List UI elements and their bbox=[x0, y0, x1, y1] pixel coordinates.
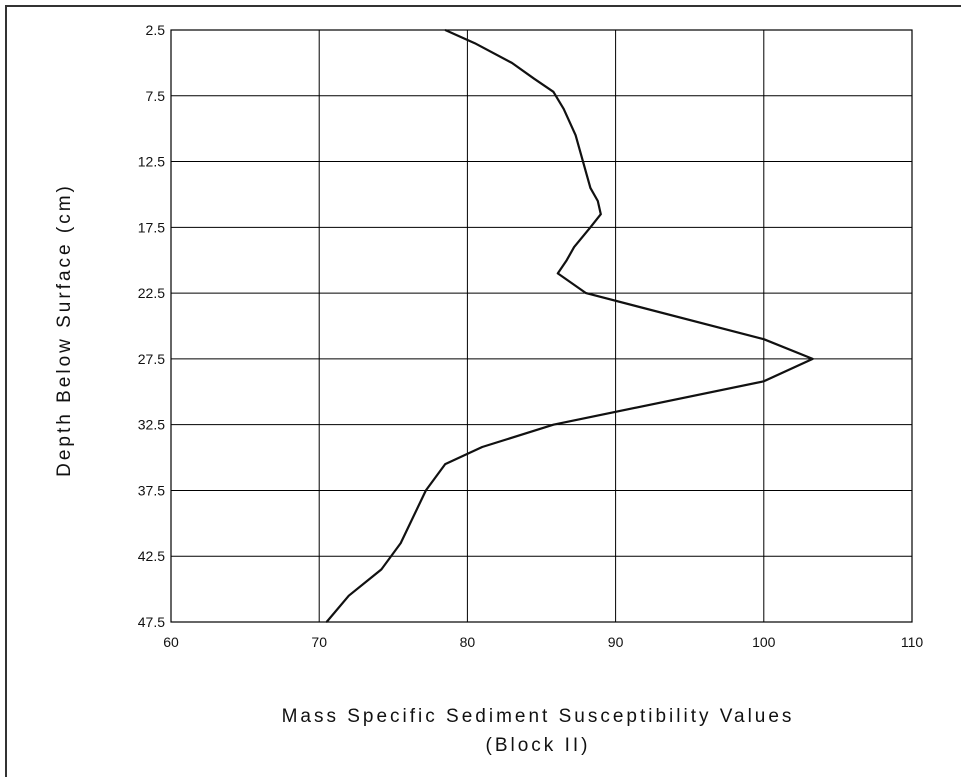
x-tick-label: 60 bbox=[163, 634, 179, 650]
data-point bbox=[552, 91, 555, 93]
series-layer bbox=[325, 28, 814, 623]
x-tick-label: 100 bbox=[752, 634, 776, 650]
data-point bbox=[589, 226, 592, 229]
data-point bbox=[573, 246, 575, 248]
data-point bbox=[533, 77, 535, 80]
y-tick-label: 37.5 bbox=[138, 482, 165, 498]
y-axis-title: Depth Below Surface (cm) bbox=[54, 183, 75, 477]
data-point bbox=[574, 134, 577, 137]
data-point bbox=[325, 621, 328, 623]
data-point bbox=[348, 594, 350, 597]
data-point bbox=[474, 42, 476, 44]
y-tick-label: 12.5 bbox=[138, 154, 165, 170]
x-axis-title: Mass Specific Sediment Susceptibility Va… bbox=[282, 706, 795, 727]
plot-area-border bbox=[170, 29, 913, 623]
plot-area bbox=[170, 29, 913, 623]
data-point bbox=[380, 568, 383, 571]
data-point bbox=[589, 187, 592, 189]
y-tick-label: 47.5 bbox=[138, 614, 165, 630]
y-tick-label: 22.5 bbox=[138, 285, 165, 301]
data-point bbox=[562, 108, 565, 110]
data-point bbox=[565, 259, 568, 262]
x-tick-label: 80 bbox=[460, 634, 476, 650]
y-tick-label: 27.5 bbox=[138, 351, 165, 367]
x-tick-label: 90 bbox=[608, 634, 624, 650]
data-point bbox=[585, 292, 587, 294]
data-point bbox=[425, 489, 427, 492]
data-point bbox=[599, 213, 602, 215]
data-point bbox=[399, 542, 402, 544]
data-point bbox=[582, 160, 584, 163]
data-point bbox=[557, 272, 559, 275]
data-point bbox=[763, 338, 765, 340]
y-tick-label: 2.5 bbox=[146, 22, 166, 38]
y-tick-label: 32.5 bbox=[138, 417, 165, 433]
data-point bbox=[597, 200, 599, 202]
x-tick-label: 110 bbox=[901, 634, 924, 650]
chart-frame bbox=[5, 5, 961, 777]
data-point bbox=[552, 423, 555, 426]
grid bbox=[171, 30, 912, 622]
x-axis-title-line2: (Block II) bbox=[486, 735, 591, 756]
series-line bbox=[325, 28, 814, 623]
data-point bbox=[763, 380, 765, 383]
y-tick-label: 7.5 bbox=[146, 88, 166, 104]
data-point bbox=[811, 358, 814, 360]
data-point bbox=[481, 446, 484, 448]
x-tick-label: 70 bbox=[311, 634, 327, 650]
y-axis-ticks: 2.5 7.5 12.5 17.5 22.5 27.5 32.5 37.5 42.5 47.5 bbox=[138, 22, 165, 630]
x-axis-ticks: 60 70 80 90 100 110 bbox=[163, 634, 923, 650]
y-tick-label: 17.5 bbox=[138, 219, 165, 235]
data-point bbox=[444, 29, 446, 31]
data-point bbox=[444, 463, 446, 465]
y-tick-label: 42.5 bbox=[138, 548, 165, 564]
data-point bbox=[511, 62, 513, 64]
